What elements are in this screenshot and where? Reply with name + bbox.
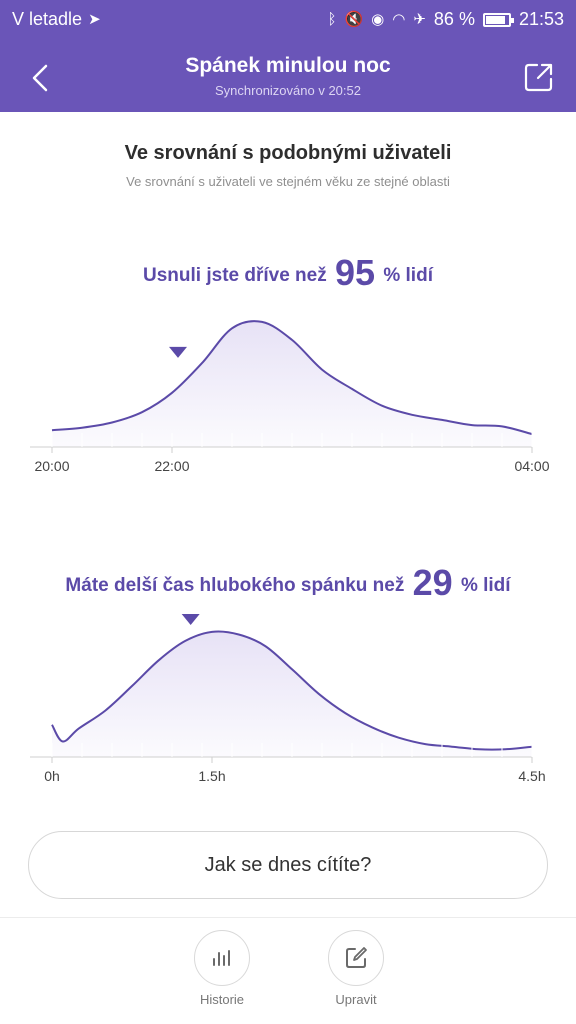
tab-history[interactable]: Historie [182,930,262,1007]
eye-icon: ◉ [371,10,384,30]
bottom-divider [0,917,576,918]
mute-icon: 🔇 [344,10,363,30]
edit-icon [343,945,369,971]
comparison-title: Ve srovnání s podobnými uživateli [0,142,576,165]
x-tick-label: 04:00 [514,458,549,474]
user-position-marker [169,347,187,358]
bluetooth-icon: ᛒ [327,10,336,30]
battery-icon [483,13,511,27]
airplane-icon: ✈ [413,10,426,30]
tab-edit-label: Upravit [316,992,396,1007]
tab-history-label: Historie [182,992,262,1007]
x-tick-label: 0h [44,768,60,784]
wifi-icon: ◠ [392,10,405,30]
clock: 21:53 [519,9,564,30]
deep-sleep-stat: Máte delší čas hlubokého spánku než 29 %… [0,562,576,604]
deep-sleep-value: 29 [413,562,453,603]
sleep-onset-suffix: % lidí [383,265,433,286]
x-tick-label: 1.5h [198,768,225,784]
sync-status: Synchronizováno v 20:52 [0,83,576,98]
app-bar: Spánek minulou noc Synchronizováno v 20:… [0,40,576,112]
share-button[interactable] [522,60,556,94]
sleep-onset-stat: Usnuli jste dříve než 95 % lidí [0,252,576,294]
sleep-onset-prefix: Usnuli jste dříve než [143,265,327,286]
deep-sleep-suffix: % lidí [461,575,511,596]
x-tick-label: 20:00 [34,458,69,474]
bar-chart-icon [209,945,235,971]
sleep-onset-chart: 20:00 22:00 04:00 [0,300,576,480]
how-do-you-feel-button[interactable]: Jak se dnes cítíte? [28,831,548,899]
deep-sleep-prefix: Máte delší čas hlubokého spánku než [65,575,404,596]
deep-sleep-chart: 0h 1.5h 4.5h [0,610,576,790]
carrier-label: V letadle [12,9,82,30]
comparison-subtitle: Ve srovnání s uživateli ve stejném věku … [0,174,576,189]
battery-percent: 86 % [434,9,475,30]
tab-edit[interactable]: Upravit [316,930,396,1007]
status-bar: V letadle ➤ ᛒ 🔇 ◉ ◠ ✈ 86 % 21:53 [0,0,576,40]
page-title: Spánek minulou noc [0,54,576,78]
user-position-marker [182,614,200,625]
x-tick-label: 4.5h [518,768,545,784]
airplane-signal-icon: ➤ [88,10,101,30]
x-tick-label: 22:00 [154,458,189,474]
sleep-onset-value: 95 [335,252,375,293]
share-icon [522,60,556,94]
